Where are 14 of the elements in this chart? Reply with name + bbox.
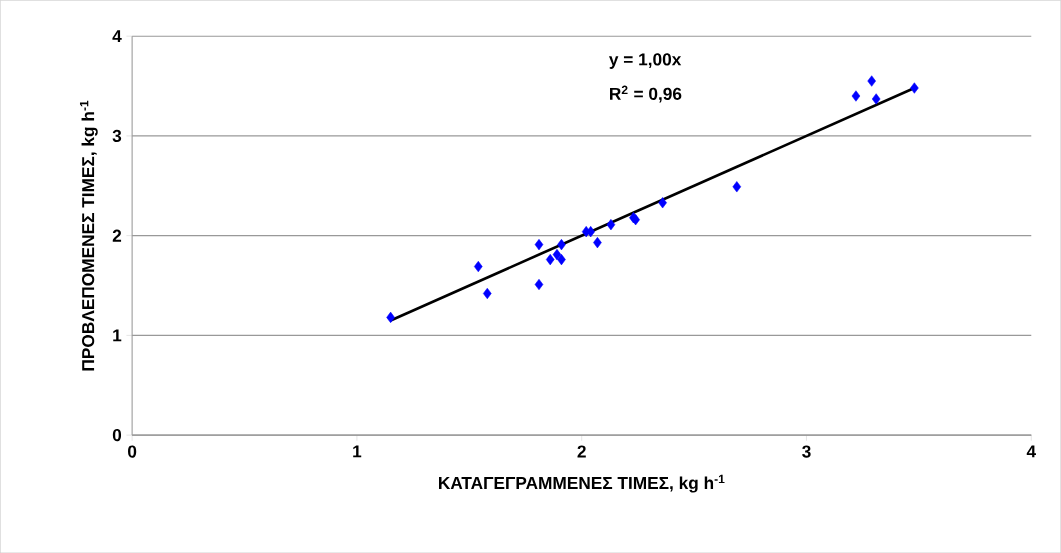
x-tick-label: 2 xyxy=(577,445,586,458)
x-tick-label: 1 xyxy=(353,445,362,458)
y-tick-label: 4 xyxy=(112,30,122,42)
y-tick-label: 0 xyxy=(112,428,122,442)
x-tick-label: 3 xyxy=(802,445,811,458)
y-tick-label: 2 xyxy=(112,229,122,242)
annotation: R$^{2}$ = 0,96 xyxy=(610,85,682,103)
x-axis-title: ΚΑΤΑΓΕΓΡΑΜΜΕΝΕΣ ΤΙΜΕΣ, kg h$^{-1}$ xyxy=(439,474,725,493)
annotation: y = 1,00x xyxy=(608,53,682,69)
y-tick-label: 1 xyxy=(113,329,122,342)
x-tick-label: 4 xyxy=(1026,445,1036,458)
y-axis-title: ΠΡΟΒΛΕΠΟΜΕΝΕΣ ΤΙΜΕΣ, kg h$^{-1}$ xyxy=(79,100,98,371)
y-tick-label: 3 xyxy=(112,129,122,142)
x-tick-label: 0 xyxy=(128,445,137,458)
